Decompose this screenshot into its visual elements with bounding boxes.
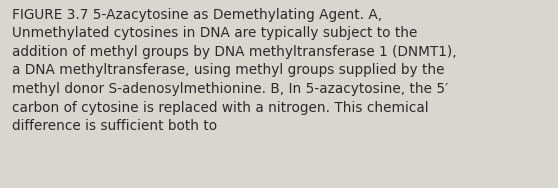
Text: FIGURE 3.7 5-Azacytosine as Demethylating Agent. A,
Unmethylated cytosines in DN: FIGURE 3.7 5-Azacytosine as Demethylatin… xyxy=(12,8,457,133)
